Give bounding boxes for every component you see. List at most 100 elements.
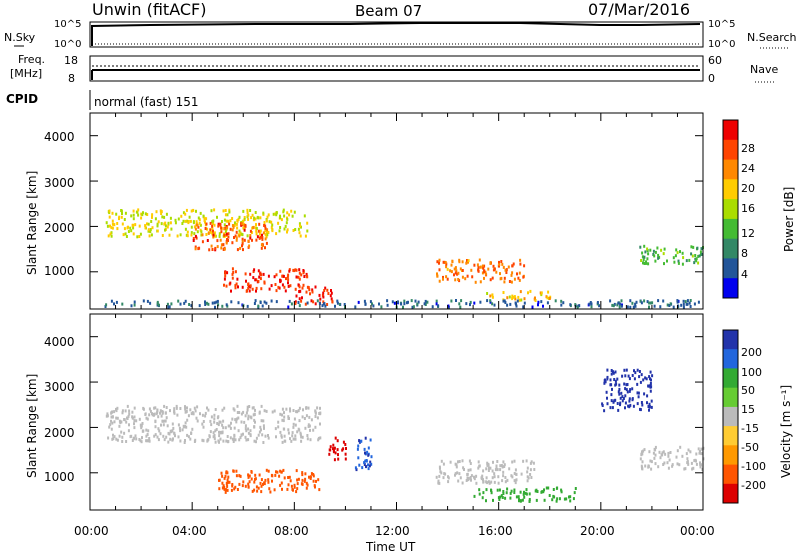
velocity-colorbar: 200 100 50 15 -15 -50 -100 -200 Velocity… (722, 329, 793, 504)
ytick-power-3000: 3000 (44, 176, 75, 190)
power-cb-tick-12: 12 (741, 227, 755, 240)
power-data (104, 208, 704, 309)
power-feature-5 (486, 289, 552, 302)
vel-cb-tick-15: 15 (741, 403, 755, 416)
freq-label-line2: [MHz] (10, 67, 42, 80)
ytick-vel-3000: 3000 (44, 380, 75, 394)
vel-cb-swatch-2 (723, 368, 738, 389)
nave-tick-top: 60 (708, 54, 722, 67)
noise-trace (91, 22, 701, 46)
velocity-feature-3 (328, 436, 347, 462)
power-feature-6 (639, 244, 704, 266)
power-feature-1 (192, 221, 269, 252)
vel-cb-tick-200: 200 (741, 346, 762, 359)
power-cb-swatch-5 (723, 218, 738, 240)
freq-tick-bottom: 8 (68, 72, 75, 85)
power-cb-swatch-1 (723, 139, 738, 161)
power-cb-swatch-0 (723, 120, 738, 141)
power-feature-0 (105, 208, 309, 239)
velocity-yaxis: 4000 3000 2000 1000 Slant Range [km] (25, 335, 75, 484)
power-cb-tick-4: 4 (741, 268, 748, 281)
power-cb-swatch-3 (723, 179, 738, 200)
station-title: Unwin (fitACF) (92, 0, 207, 19)
power-cb-tick-16: 16 (741, 202, 755, 215)
power-feature-3 (294, 285, 334, 306)
ylabel-power: Slant Range [km] (25, 171, 39, 275)
power-cb-swatch-2 (723, 159, 738, 180)
vel-cb-tick-neg50: -50 (741, 441, 759, 454)
velocity-feature-5 (473, 486, 577, 503)
power-feature-2 (223, 267, 309, 293)
power-feature-4 (436, 258, 526, 284)
freq-label-line1: Freq. (18, 53, 45, 66)
velocity-feature-4 (435, 459, 536, 485)
xtick-1: 04:00 (172, 524, 207, 538)
velocity-feature-0 (105, 404, 322, 444)
nsearch-exp-bottom: 10^0 (708, 39, 735, 50)
xlabel: Time UT (365, 540, 416, 554)
noise-panel: N.Sky 10^5 10^0 10^5 10^0 N.Search (4, 19, 797, 50)
power-cb-tick-20: 20 (741, 182, 755, 195)
power-cb-swatch-6 (723, 238, 738, 259)
freq-tick-top: 18 (64, 54, 78, 67)
xtick-4: 16:00 (478, 524, 513, 538)
power-feature-7 (104, 299, 700, 309)
vel-cb-label: Velocity [m s⁻¹] (779, 385, 793, 478)
xtick-2: 08:00 (274, 524, 309, 538)
ylabel-velocity: Slant Range [km] (25, 374, 39, 478)
vel-cb-tick-neg15: -15 (741, 422, 759, 435)
nsky-label: N.Sky (4, 31, 36, 44)
power-cb-swatch-4 (723, 199, 738, 220)
xtick-5: 20:00 (580, 524, 615, 538)
xtick-3: 12:00 (375, 524, 410, 538)
nsky-exp-top: 10^5 (54, 19, 81, 30)
vel-cb-swatch-6 (723, 445, 738, 465)
vel-cb-tick-neg100: -100 (741, 460, 766, 473)
vel-cb-swatch-8 (723, 483, 738, 504)
vel-cb-tick-50: 50 (741, 384, 755, 397)
ytick-power-1000: 1000 (44, 264, 75, 278)
vel-cb-swatch-1 (723, 349, 738, 369)
velocity-feature-6 (601, 368, 654, 413)
ytick-power-2000: 2000 (44, 221, 75, 235)
vel-cb-swatch-7 (723, 464, 738, 485)
ytick-vel-4000: 4000 (44, 335, 75, 349)
power-cb-tick-28: 28 (741, 142, 755, 155)
beam-title: Beam 07 (355, 2, 423, 20)
nave-label: Nave (750, 63, 778, 76)
power-cb-label: Power [dB] (782, 187, 796, 252)
velocity-feature-7 (639, 445, 705, 471)
cpid-label: CPID (6, 92, 38, 106)
vel-cb-swatch-0 (723, 330, 738, 350)
velocity-data (105, 368, 705, 503)
nsearch-exp-top: 10^5 (708, 19, 735, 30)
power-colorbar: 28 24 20 16 12 8 4 Power [dB] (722, 119, 796, 299)
xaxis: 00:00 04:00 08:00 12:00 16:00 20:00 00:0… (74, 524, 715, 554)
velocity-feature-2 (354, 436, 373, 472)
date-title: 07/Mar/2016 (588, 0, 691, 19)
power-cb-tick-24: 24 (741, 162, 755, 175)
nave-tick-bottom: 0 (708, 72, 715, 85)
ytick-power-4000: 4000 (44, 130, 75, 144)
power-cb-swatch-8 (723, 278, 738, 299)
power-yaxis: 4000 3000 2000 1000 Slant Range [km] (25, 130, 75, 278)
ytick-vel-2000: 2000 (44, 426, 75, 440)
cpid-value: normal (fast) 151 (94, 95, 198, 109)
ytick-vel-1000: 1000 (44, 470, 75, 484)
vel-cb-swatch-5 (723, 426, 738, 446)
vel-cb-tick-neg200: -200 (741, 479, 766, 492)
vel-cb-tick-100: 100 (741, 366, 762, 379)
nsearch-label: N.Search (747, 31, 797, 44)
freq-panel: Freq. [MHz] 18 8 60 0 Nave (10, 53, 778, 85)
vel-cb-swatch-4 (723, 406, 738, 427)
vel-cb-swatch-3 (723, 387, 738, 408)
xtick-6: 00:00 (680, 524, 715, 538)
nsky-exp-bottom: 10^0 (54, 39, 81, 50)
velocity-panel (89, 313, 705, 511)
xtick-0: 00:00 (74, 524, 109, 538)
power-cb-tick-8: 8 (741, 247, 748, 260)
velocity-feature-1 (218, 468, 321, 494)
power-cb-swatch-7 (723, 258, 738, 279)
power-panel (89, 112, 704, 310)
